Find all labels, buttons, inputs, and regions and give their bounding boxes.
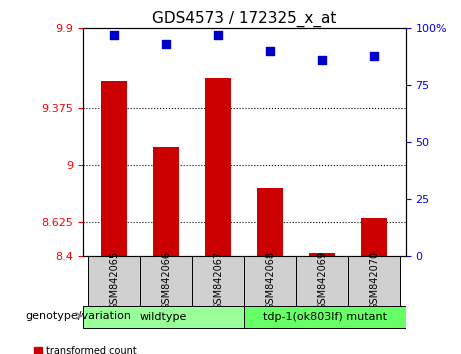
Bar [101,81,127,256]
Text: GSM842068: GSM842068 [266,251,275,310]
FancyBboxPatch shape [83,306,244,328]
Text: GSM842066: GSM842066 [161,251,171,310]
Bar [205,78,231,256]
Text: tdp-1(ok803lf) mutant: tdp-1(ok803lf) mutant [263,312,387,322]
Legend: transformed count, percentile rank within the sample: transformed count, percentile rank withi… [30,343,215,354]
Point [215,32,222,38]
Point [319,57,326,63]
Text: GSM842069: GSM842069 [318,251,327,310]
FancyBboxPatch shape [244,256,296,306]
Bar [361,218,387,256]
Title: GDS4573 / 172325_x_at: GDS4573 / 172325_x_at [152,11,337,27]
Point [163,41,170,47]
FancyBboxPatch shape [244,306,406,328]
Text: wildtype: wildtype [140,312,187,322]
FancyBboxPatch shape [192,256,244,306]
Text: genotype/variation: genotype/variation [25,311,131,321]
Bar [153,147,179,256]
FancyBboxPatch shape [349,256,401,306]
FancyBboxPatch shape [88,256,140,306]
Text: GSM842065: GSM842065 [109,251,119,310]
Bar [257,188,284,256]
Text: GSM842067: GSM842067 [213,251,223,310]
FancyBboxPatch shape [140,256,192,306]
Point [266,48,274,54]
Bar [309,253,336,256]
FancyBboxPatch shape [296,256,349,306]
Point [111,32,118,38]
Text: GSM842070: GSM842070 [369,251,379,310]
Point [371,53,378,58]
